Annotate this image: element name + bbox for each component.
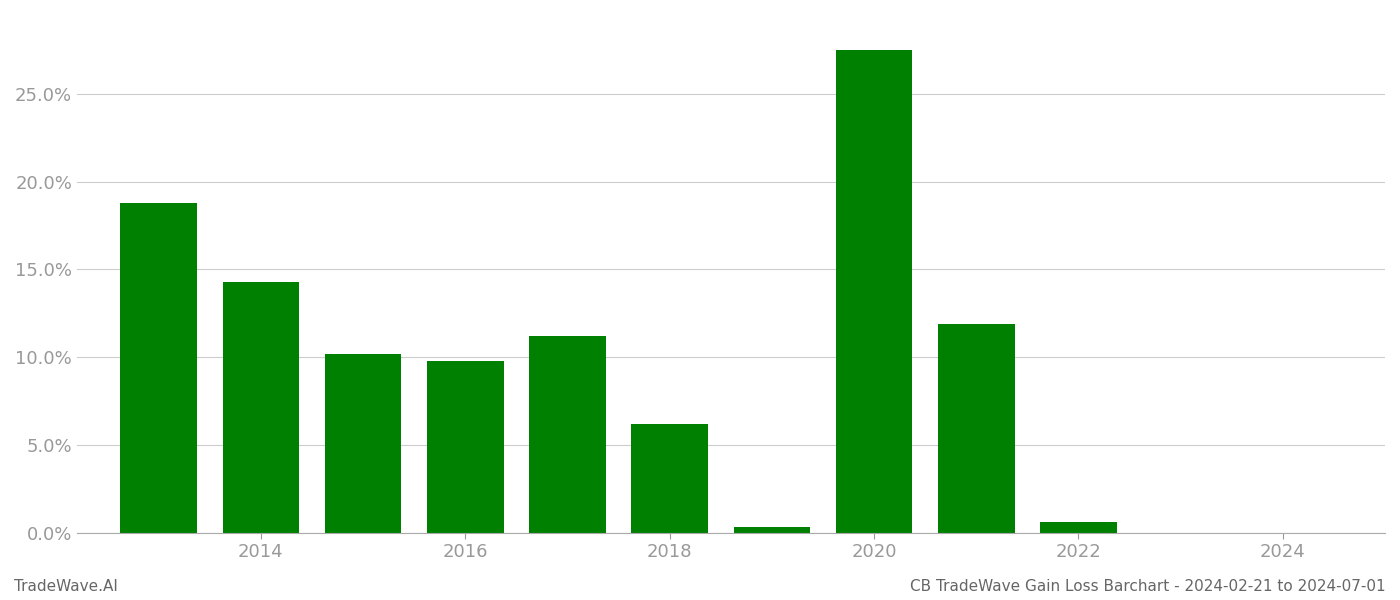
Text: TradeWave.AI: TradeWave.AI xyxy=(14,579,118,594)
Bar xyxy=(1040,522,1117,533)
Bar xyxy=(938,324,1015,533)
Bar xyxy=(427,361,504,533)
Bar xyxy=(223,281,300,533)
Bar xyxy=(836,50,913,533)
Bar xyxy=(631,424,708,533)
Bar xyxy=(734,527,811,533)
Bar xyxy=(325,353,402,533)
Bar xyxy=(529,336,606,533)
Bar xyxy=(120,203,197,533)
Text: CB TradeWave Gain Loss Barchart - 2024-02-21 to 2024-07-01: CB TradeWave Gain Loss Barchart - 2024-0… xyxy=(910,579,1386,594)
